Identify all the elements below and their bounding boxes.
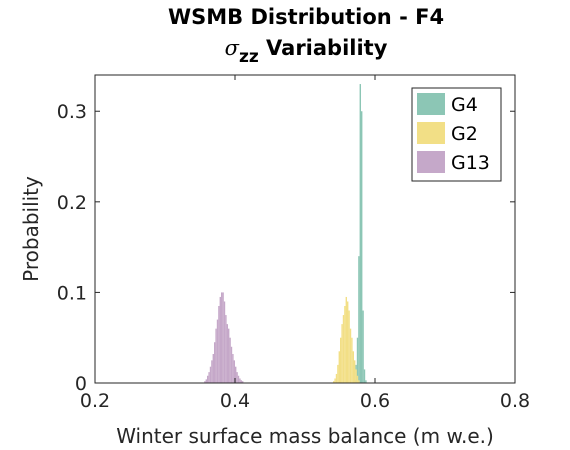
y-tick-label: 0	[75, 373, 87, 395]
bar-g13-11	[219, 296, 221, 383]
bar-g2-4	[338, 351, 340, 383]
bar-g2-18	[358, 380, 360, 383]
legend-swatch-g4	[417, 93, 445, 115]
bar-g13-9	[216, 319, 219, 383]
bar-g2-1	[334, 378, 336, 383]
bar-g13-12	[221, 292, 223, 383]
bar-g2-15	[354, 360, 356, 383]
x-tick-label: 0.4	[220, 390, 250, 412]
bar-g4-3	[358, 256, 360, 383]
bar-g4-5	[361, 111, 363, 383]
bar-g13-1	[205, 379, 207, 383]
bar-g13-6	[212, 354, 214, 383]
bar-g13-24	[237, 375, 240, 383]
bar-g13-3	[208, 372, 210, 383]
x-tick-label: 0.8	[500, 390, 530, 412]
bar-g13-22	[235, 366, 237, 383]
bar-g13-10	[218, 306, 220, 383]
y-tick-label: 0.2	[57, 192, 87, 214]
bar-g13-5	[211, 360, 213, 383]
bar-g2-14	[352, 351, 354, 383]
bar-g2-7	[342, 315, 345, 383]
bar-g13-17	[228, 328, 230, 383]
bar-g13-8	[215, 328, 217, 383]
legend-label-g2: G2	[451, 123, 478, 145]
bar-g4-7	[363, 369, 366, 383]
legend: G4 G2 G13	[411, 87, 502, 182]
legend-label-g4: G4	[451, 94, 478, 116]
bar-g13-21	[233, 360, 235, 383]
bar-g13-15	[225, 315, 227, 383]
sigma-subscript: zz	[239, 47, 259, 67]
bars-group	[204, 84, 367, 383]
x-tick-label: 0.6	[360, 390, 390, 412]
ticks-group: 0.2 0.4 0.6 0.8 0 0.1 0.2 0.3	[57, 75, 530, 412]
bar-g4-2	[356, 337, 359, 383]
bar-g2-3	[337, 364, 339, 383]
y-tick-label: 0.1	[57, 282, 87, 304]
bar-g13-13	[222, 292, 224, 383]
bar-g2-11	[348, 310, 350, 383]
bar-g4-4	[359, 84, 361, 383]
bar-g13-19	[230, 346, 233, 383]
legend-label-g13: G13	[451, 152, 490, 174]
bar-g2-12	[349, 328, 352, 383]
chart-subtitle: σzz Variability	[225, 36, 388, 67]
bar-g13-26	[240, 380, 242, 383]
bar-g2-5	[340, 337, 342, 383]
bar-g4-8	[365, 380, 367, 383]
bar-g2-9	[345, 296, 347, 383]
bar-g13-4	[209, 366, 212, 383]
x-tick-label: 0.2	[80, 390, 110, 412]
bar-g2-16	[355, 369, 357, 383]
legend-swatch-g13	[417, 151, 445, 173]
bar-g13-0	[204, 381, 206, 383]
bar-g13-27	[242, 381, 244, 383]
bar-g2-17	[356, 375, 359, 383]
bar-g4-6	[362, 310, 364, 383]
bar-g2-6	[341, 324, 343, 383]
bar-g2-2	[335, 373, 338, 383]
bar-g13-23	[236, 372, 238, 383]
y-tick-label: 0.3	[57, 101, 87, 123]
bar-g13-20	[232, 354, 234, 383]
bar-g2-0	[333, 381, 335, 383]
bar-g13-16	[226, 324, 228, 383]
plot-frame	[94, 74, 516, 384]
bar-g13-18	[229, 337, 231, 383]
subtitle-text: Variability	[259, 36, 388, 60]
bar-g13-2	[207, 375, 209, 383]
y-axis-label: Probability	[19, 176, 43, 282]
legend-swatch-g2	[417, 122, 445, 144]
bar-g2-10	[347, 301, 349, 383]
bar-g13-7	[214, 342, 216, 383]
bar-g13-25	[239, 378, 241, 383]
chart-title: WSMB Distribution - F4	[168, 5, 444, 29]
bar-g2-8	[344, 306, 346, 383]
sigma-symbol: σ	[225, 36, 240, 60]
bar-g13-14	[223, 301, 226, 383]
x-axis-label: Winter surface mass balance (m w.e.)	[116, 424, 494, 448]
bar-g2-13	[351, 337, 353, 383]
